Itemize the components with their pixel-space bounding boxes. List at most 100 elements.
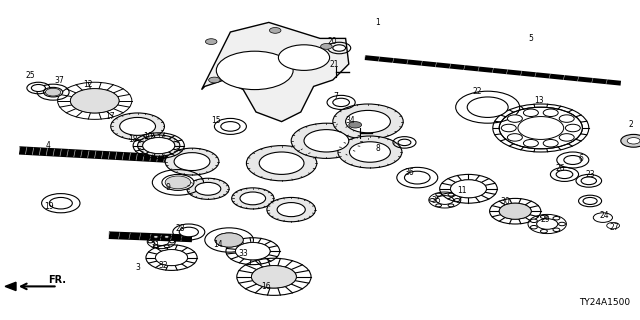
Text: FR.: FR. [48,275,66,285]
Circle shape [404,171,430,184]
Circle shape [321,44,332,49]
Circle shape [154,245,158,248]
Text: 10: 10 [143,132,154,140]
Circle shape [170,240,175,243]
Text: 2: 2 [628,120,633,129]
Circle shape [232,188,274,209]
Text: 11: 11 [458,186,467,195]
Circle shape [143,138,175,154]
Circle shape [164,245,169,248]
Circle shape [252,266,296,288]
Text: 27: 27 [609,223,620,232]
Text: 4: 4 [45,141,51,150]
Text: 9: 9 [165,183,170,192]
Circle shape [559,134,574,141]
Circle shape [338,136,402,168]
Text: 19: 19 [44,202,54,211]
Text: 35: 35 [431,196,442,204]
Circle shape [553,228,560,231]
Circle shape [454,198,460,202]
Circle shape [583,197,597,204]
Circle shape [559,222,566,226]
Text: 12: 12 [84,80,93,89]
Text: 15: 15 [211,116,221,125]
Circle shape [556,170,573,179]
Circle shape [543,109,558,116]
Circle shape [349,122,362,128]
Circle shape [581,177,596,185]
Text: 22: 22 [472,87,481,96]
Text: 17: 17 [105,112,115,121]
Circle shape [501,124,516,132]
Circle shape [179,227,198,237]
Circle shape [540,229,547,233]
Circle shape [174,153,210,171]
Text: 13: 13 [534,96,544,105]
Circle shape [499,203,531,219]
Circle shape [398,139,411,146]
Circle shape [429,198,435,202]
Circle shape [448,193,454,196]
Circle shape [236,243,270,260]
Text: 33: 33 [238,249,248,258]
Circle shape [436,193,442,196]
Circle shape [70,89,119,113]
Text: 36: 36 [404,168,415,177]
Circle shape [524,140,538,147]
Text: 21: 21 [330,60,339,68]
Text: 28: 28 [176,224,185,233]
Circle shape [467,97,508,117]
Circle shape [154,236,158,238]
Circle shape [543,140,558,147]
Circle shape [49,197,72,209]
Circle shape [165,176,191,189]
Circle shape [165,148,219,175]
Circle shape [508,134,522,141]
Text: 31: 31 [150,241,160,250]
Circle shape [291,123,362,158]
Circle shape [524,109,538,116]
Text: 30: 30 [500,197,511,206]
Circle shape [559,115,574,122]
Circle shape [278,45,330,70]
Text: 25: 25 [26,71,36,80]
Circle shape [259,152,304,174]
Circle shape [564,156,582,164]
Circle shape [508,115,522,122]
Circle shape [531,219,538,222]
Text: 37: 37 [54,76,64,85]
Text: 3: 3 [135,263,140,272]
Circle shape [553,217,560,220]
Circle shape [187,178,229,199]
Polygon shape [5,282,16,291]
Text: 7: 7 [333,92,339,100]
Circle shape [349,142,390,162]
Circle shape [156,250,188,266]
Circle shape [627,138,640,144]
Text: 16: 16 [260,282,271,291]
Circle shape [209,77,220,83]
Circle shape [436,204,442,207]
Text: 14: 14 [212,240,223,249]
Circle shape [346,110,390,133]
Circle shape [540,215,547,219]
Circle shape [138,135,180,156]
Circle shape [120,117,156,135]
Text: 1: 1 [375,18,380,27]
Circle shape [277,203,305,217]
Text: 8: 8 [375,144,380,153]
Circle shape [215,233,243,247]
Text: 34: 34 [346,116,356,124]
Circle shape [146,139,172,152]
Text: 24: 24 [600,212,610,220]
Text: 6: 6 [579,154,584,163]
Circle shape [621,134,640,147]
Text: 18: 18 [129,135,138,144]
Text: 23: 23 [585,170,595,179]
Circle shape [215,233,243,247]
Text: 26: 26 [556,164,566,172]
Circle shape [240,192,266,205]
Circle shape [164,236,169,238]
Circle shape [45,88,61,96]
Circle shape [565,124,580,132]
